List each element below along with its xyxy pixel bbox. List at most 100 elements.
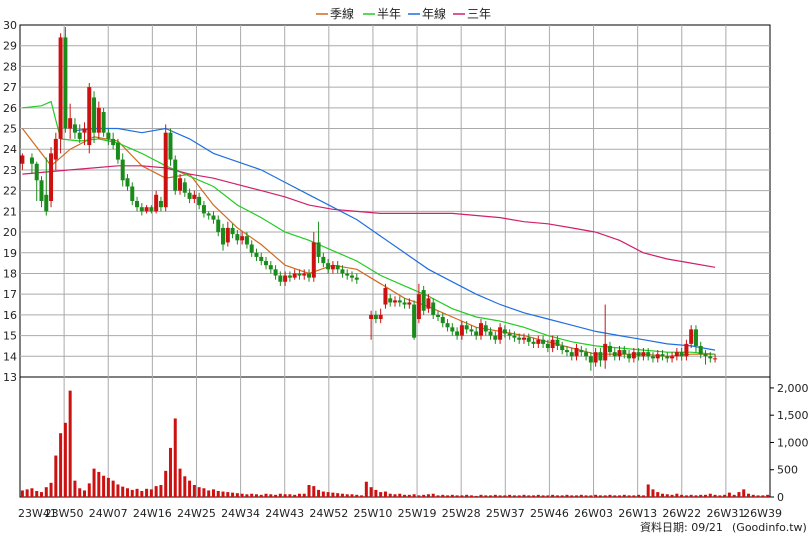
volume-bar [106,477,110,497]
candle-body [693,329,698,346]
volume-bar [59,433,63,497]
volume-bar [503,495,507,497]
candle-body [158,201,163,208]
volume-bar [704,494,708,497]
volume-bar [326,492,330,497]
candle-body [302,273,307,276]
candle-body [350,275,355,278]
volume-bar [699,494,703,497]
volume-bar [312,486,316,497]
volume-bar [766,494,770,497]
volume-bar [297,493,301,497]
volume-bar [302,493,306,497]
candle-body [259,256,264,262]
volume-bar [646,484,650,497]
volume-bar [484,495,488,497]
candle-body [603,343,608,361]
volume-bar [680,494,684,497]
volume-bar [288,494,292,497]
x-tick-label: 26W03 [574,507,613,520]
candle-body [130,186,135,201]
candle-body [488,331,493,336]
x-tick-label: 24W34 [221,507,260,520]
candle-body [445,323,450,328]
candle-body [660,354,665,357]
candle-body [321,256,326,264]
x-tick-label: 23W41 [18,507,57,520]
price-tick-label: 29 [3,40,17,53]
candle-body [564,350,569,353]
candle-body [464,325,469,330]
volume-bar [737,492,741,497]
volume-bar [665,494,669,497]
candle-body [622,350,627,355]
volume-bar [68,390,72,497]
x-tick-label: 25W10 [354,507,393,520]
candle-body [526,337,531,342]
volume-bar [632,495,636,497]
volume-bar [498,495,502,497]
volume-bar [551,494,555,497]
volume-bar [441,494,445,497]
volume-bar [656,492,660,497]
candle-body [493,335,498,340]
price-tick-label: 13 [3,371,17,384]
volume-bar [102,475,106,497]
volume-bar [474,495,478,497]
candle-body [416,294,421,320]
volume-bar [307,485,311,497]
candle-body [335,265,340,270]
legend-label-three-year: 三年 [467,7,491,21]
candle-body [708,356,713,359]
candle-body [670,356,675,359]
candle-body [230,227,235,235]
volume-bar [694,495,698,497]
candle-body [345,273,350,276]
volume-bar [641,495,645,497]
volume-bar [221,491,225,497]
volume-bar [426,494,430,497]
volume-bar [293,494,297,497]
candle-body [607,345,612,353]
candle-body [149,207,154,212]
candle-body [713,358,718,360]
candle-body [440,316,445,324]
volume-bar [183,476,187,497]
volume-bar [417,495,421,497]
candle-body [101,111,106,133]
candle-body [264,261,269,266]
candle-body [68,118,73,129]
x-tick-label: 26W39 [743,507,782,520]
source-label: (Goodinfo.tw) [732,521,807,534]
candle-body [330,265,335,270]
volume-bar [54,455,58,497]
volume-bar [761,495,765,497]
volume-bar [751,494,755,497]
volume-bar [412,494,416,497]
price-tick-label: 16 [3,309,17,322]
volume-bar [374,489,378,497]
volume-bar [756,495,760,497]
x-tick-label: 26W22 [662,507,701,520]
volume-bar [627,495,631,497]
volume-bar [431,493,435,497]
x-tick-label: 24W16 [133,507,172,520]
volume-bar [742,489,746,497]
volume-tick-label: 500 [777,464,798,477]
candle-body [87,87,92,146]
x-tick-label: 24W43 [265,507,304,520]
candle-body [211,215,216,220]
volume-bar [154,486,158,497]
ma-half-line [22,100,716,355]
volume-bar [82,490,86,497]
candle-body [235,234,240,241]
legend-label-year: 年線 [422,6,446,21]
volume-bar [149,489,153,497]
candle-body [369,314,374,320]
candle-body [617,350,622,357]
candle-body [397,300,402,303]
volume-bar [532,495,536,497]
volume-bar [317,489,321,497]
candle-body [197,196,202,206]
